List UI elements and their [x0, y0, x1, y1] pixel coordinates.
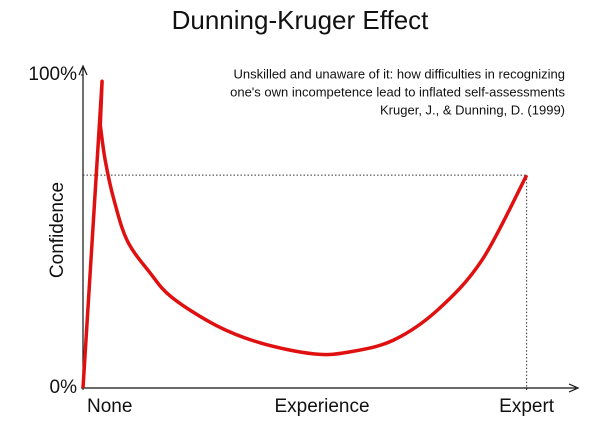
x-tick-label: Expert: [499, 396, 555, 417]
subtitle: Kruger, J., & Dunning, D. (1999): [380, 102, 565, 117]
y-axis-label: Confidence: [47, 182, 68, 278]
chart-title: Dunning-Kruger Effect: [172, 5, 430, 35]
confidence-curve: [81, 79, 529, 389]
y-axis-arrow: [78, 64, 88, 76]
subtitle: Unskilled and unaware of it: how difficu…: [234, 66, 565, 81]
y-tick-label: 100%: [28, 64, 77, 85]
x-axis-label: Experience: [274, 396, 369, 417]
x-axis-arrow: [568, 383, 580, 393]
x-tick-label: None: [87, 396, 132, 417]
y-tick-label: 0%: [50, 377, 78, 398]
subtitle: one's own incompetence lead to inflated …: [230, 84, 565, 99]
